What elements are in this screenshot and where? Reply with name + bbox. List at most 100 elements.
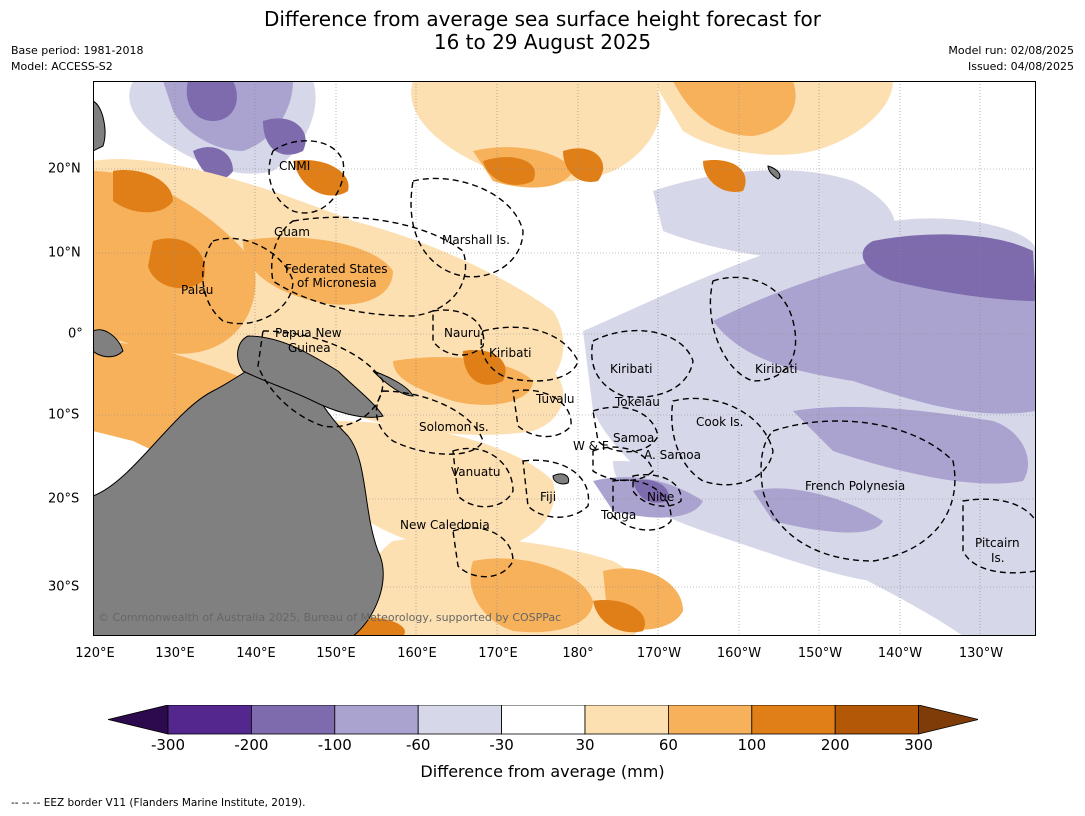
label-pitcairn-2: Is. <box>991 551 1005 565</box>
orange-west-2 <box>243 237 393 305</box>
label-kiribati-w: Kiribati <box>489 346 531 360</box>
label-marshall: Marshall Is. <box>442 233 510 247</box>
lat-tick-0: 0° <box>68 326 83 342</box>
copyright-notice: © Commonwealth of Australia 2025, Bureau… <box>98 611 561 624</box>
label-wf: W & F <box>573 439 609 453</box>
colorbar-tick-label: -60 <box>405 736 431 754</box>
light-purple-patch-north <box>653 170 895 260</box>
footer-legend: -- -- -- EEZ border V11 (Flanders Marine… <box>11 797 306 809</box>
colorbar-segment <box>584 705 669 735</box>
lon-tick-130e: 130°E <box>155 646 195 661</box>
eez-nauru <box>432 309 485 356</box>
lat-tick-30s: 30°S <box>48 579 80 595</box>
dark-orange-5 <box>483 157 535 185</box>
label-png-2: Guinea <box>288 341 331 355</box>
colorbar-tick-label: 100 <box>737 736 767 754</box>
dark-orange-9 <box>593 600 645 633</box>
label-tonga: Tonga <box>600 508 636 522</box>
eez-french-polynesia <box>760 420 956 562</box>
title-line-1: Difference from average sea surface heig… <box>263 7 822 31</box>
model-run: Model run: 02/08/2025 <box>948 44 1074 57</box>
colorbar-tick-label: 300 <box>904 736 933 754</box>
lat-tick-10s: 10°S <box>48 407 80 423</box>
colorbar-segment <box>334 705 419 735</box>
label-tuvalu: Tuvalu <box>535 392 575 406</box>
eez-tokelau <box>592 406 659 453</box>
label-cook: Cook Is. <box>696 415 743 429</box>
label-fiji: Fiji <box>540 490 556 504</box>
lon-tick-140e: 140°E <box>236 646 276 661</box>
anomaly-field <box>93 81 1036 636</box>
fiji-land <box>552 473 570 485</box>
colorbar-tick-label: -200 <box>234 736 269 754</box>
dark-orange-1 <box>113 170 173 213</box>
dark-purple-nw-2 <box>263 118 306 155</box>
dark-orange-4 <box>463 350 506 385</box>
label-cnmi: CNMI <box>279 159 310 173</box>
lat-tick-10n: 10°N <box>48 245 81 261</box>
colorbar-segment <box>250 705 336 735</box>
lon-tick-120e: 120°E <box>75 646 115 661</box>
label-tokelau: Tokelau <box>614 395 660 409</box>
map-border <box>93 81 1036 636</box>
label-vanuatu: Vanuatu <box>451 465 501 479</box>
dark-purple-east <box>862 234 1036 301</box>
landmasses <box>93 100 781 636</box>
lat-tick-20n: 20°N <box>48 161 81 177</box>
hawaii-land <box>767 165 781 180</box>
eez-tonga <box>612 479 672 531</box>
colorbar-segment <box>167 705 252 735</box>
colorbar-tick-label: -30 <box>489 736 514 754</box>
colorbar-tick-label: 60 <box>658 736 678 754</box>
label-palau: Palau <box>181 283 213 297</box>
mid-purple-frpoly <box>753 488 883 533</box>
lon-tick-160e: 160°E <box>397 646 437 661</box>
philippines-land <box>93 100 106 152</box>
eez-marshall <box>410 177 524 278</box>
light-purple-south <box>613 461 915 583</box>
lon-tick-140w: 140°W <box>877 646 923 661</box>
eez-fiji <box>522 459 590 518</box>
new-britain-land <box>372 370 414 397</box>
colorbar-extend-low <box>108 705 169 735</box>
label-kiribati-c: Kiribati <box>610 362 652 376</box>
label-french-polynesia: French Polynesia <box>805 479 905 493</box>
colorbar-segment <box>417 705 503 735</box>
label-kiribati-e: Kiribati <box>755 362 797 376</box>
orange-north-2 <box>673 81 796 136</box>
colorbar-tick-label: 30 <box>575 736 595 754</box>
base-period: Base period: 1981-2018 <box>11 44 144 57</box>
dark-purple-nw-1 <box>186 81 237 121</box>
colorbar-tick-label: 200 <box>820 736 850 754</box>
colorbar-extend-high <box>918 705 978 735</box>
colorbar-segment <box>501 705 586 735</box>
eez-palau <box>202 237 294 325</box>
label-fsm-1: Federated States <box>285 262 387 276</box>
orange-tasman-1 <box>470 558 593 633</box>
colorbar-segments <box>108 705 978 735</box>
colorbar <box>108 705 978 735</box>
map-panel: CNMI Guam Marshall Is. Federated States … <box>93 81 1036 636</box>
dark-orange-7 <box>703 160 746 192</box>
eez-kiribati-w <box>480 326 579 382</box>
lon-tick-150w: 150°W <box>797 646 843 661</box>
dark-purple-nw-3 <box>193 147 233 180</box>
colorbar-tick-label: -300 <box>150 736 186 754</box>
label-pitcairn-1: Pitcairn <box>975 536 1020 550</box>
eez-samoa <box>592 446 654 482</box>
label-fsm-2: of Micronesia <box>297 276 377 290</box>
eez-tuvalu <box>512 389 572 438</box>
lat-tick-20s: 20°S <box>48 491 80 507</box>
eez-cook <box>671 397 774 486</box>
mid-purple-east-2 <box>793 406 1029 484</box>
eez-fsm <box>271 216 467 317</box>
lon-tick-180: 180° <box>562 646 594 661</box>
title-line-2: 16 to 29 August 2025 <box>433 30 652 54</box>
label-png-1: Papua New <box>275 326 342 340</box>
dark-orange-2 <box>148 238 205 289</box>
label-nauru: Nauru <box>444 326 480 340</box>
eez-pitcairn <box>962 498 1036 574</box>
eez-borders <box>202 140 1036 578</box>
dark-purple-samoa <box>633 479 669 503</box>
map-svg: CNMI Guam Marshall Is. Federated States … <box>93 81 1036 636</box>
